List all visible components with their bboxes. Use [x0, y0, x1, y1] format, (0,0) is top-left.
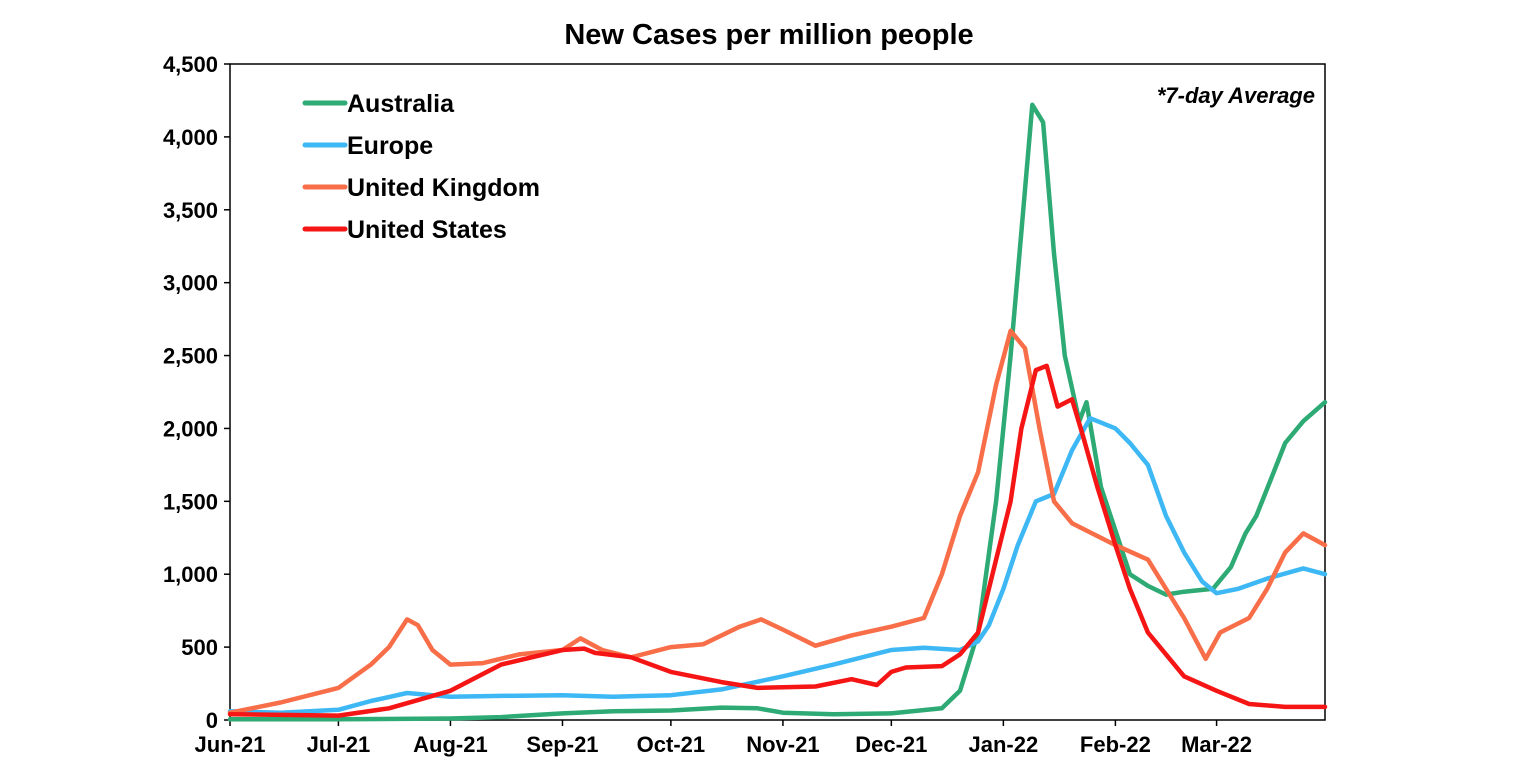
average-note: *7-day Average	[1157, 83, 1315, 108]
series-line-europe	[227, 415, 1328, 715]
x-tick-label: Nov-21	[746, 732, 819, 757]
plot-area	[229, 63, 1326, 721]
chart-title: New Cases per million people	[564, 19, 973, 51]
x-tick-label: Aug-21	[413, 732, 488, 757]
series-line-united-kingdom	[227, 328, 1328, 715]
series-lines	[227, 102, 1328, 722]
x-tick-label: Jun-21	[195, 732, 266, 757]
x-axis: Jun-21 Jul-21 Aug-21 Sep-21 Oct-21 Nov-21 Dec-…	[195, 720, 1252, 757]
y-tick-label: 3,500	[163, 198, 218, 223]
legend-label: Australia	[347, 90, 455, 118]
x-tick-label: Jul-21	[307, 732, 371, 757]
x-tick-label: Oct-21	[637, 732, 705, 757]
y-tick-label: 3,000	[163, 271, 218, 296]
y-axis: 0 500 1,000 1,500 2,000 2,500 3,000 3,500 4,000 4…	[163, 52, 230, 733]
x-tick-label: Mar-22	[1181, 732, 1252, 757]
y-tick-label: 1,500	[163, 489, 218, 514]
legend-label: Europe	[347, 132, 433, 160]
y-tick-label: 500	[181, 635, 218, 660]
y-tick-label: 2,000	[163, 416, 218, 441]
x-tick-label: Dec-21	[855, 732, 927, 757]
legend-label: United States	[347, 216, 507, 244]
y-tick-label: 4,000	[163, 125, 218, 150]
y-tick-label: 0	[206, 708, 218, 733]
x-tick-label: Feb-22	[1080, 732, 1151, 757]
x-tick-label: Sep-21	[526, 732, 598, 757]
y-tick-label: 1,000	[163, 562, 218, 587]
y-tick-label: 4,500	[163, 52, 218, 77]
y-tick-label: 2,500	[163, 344, 218, 369]
x-tick-label: Jan-22	[969, 732, 1039, 757]
legend: Australia Europe United Kingdom United Stat…	[302, 90, 540, 244]
legend-label: United Kingdom	[347, 174, 540, 202]
series-line-australia	[227, 102, 1328, 722]
series-line-united-states	[227, 363, 1328, 718]
